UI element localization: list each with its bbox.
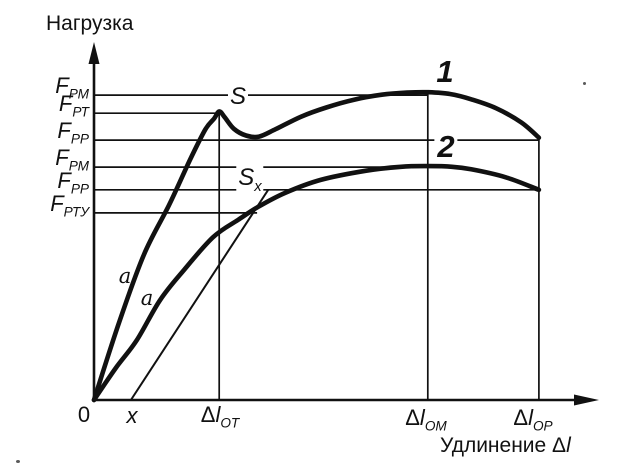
angle-label-curve-1: a	[118, 264, 132, 288]
scan-speck	[16, 460, 20, 463]
curve-1-label: 1	[433, 56, 457, 87]
x-tick-label-dl-ot: ΔlОТ	[200, 402, 240, 431]
x-tick-label-origin: 0	[77, 402, 91, 427]
x-tick-label-dl-op: ΔlОР	[513, 405, 553, 434]
y-tick-label-f-pm-2: FРМ	[55, 145, 89, 174]
y-tick-label-f-pp-1: FРР	[57, 118, 89, 147]
x-tick-label-dl-om: ΔlОМ	[405, 405, 447, 434]
tension-curve-1	[91, 89, 542, 403]
curve-2-label: 2	[434, 131, 458, 162]
offset-construction-line	[130, 189, 270, 401]
proof-point-label-sx: Sx	[236, 164, 264, 195]
x-tick-label-offset-x: x	[126, 403, 138, 428]
tension-curve-2	[91, 163, 542, 403]
y-tick-label-f-pt: FРТ	[58, 91, 89, 120]
generated-geometry	[91, 89, 542, 403]
y-tick-label-f-pty: FРТУ	[50, 191, 89, 220]
x-axis-arrowhead	[574, 394, 599, 406]
y-tick-label-f-pp-2: FРР	[57, 168, 89, 197]
y-axis-arrowhead	[88, 42, 100, 64]
x-axis-title: Удлинение Δl	[440, 435, 571, 456]
y-axis-title: Нагрузка	[46, 12, 134, 35]
y-tick-label-f-pm-1: FРМ	[55, 73, 89, 102]
scan-speck	[583, 82, 586, 85]
x-axis-title-symbol: l	[566, 434, 571, 457]
x-axis-title-text: Удлинение Δ	[440, 434, 567, 457]
yield-point-label-s: S	[227, 83, 249, 110]
angle-label-curve-2: a	[140, 286, 154, 310]
